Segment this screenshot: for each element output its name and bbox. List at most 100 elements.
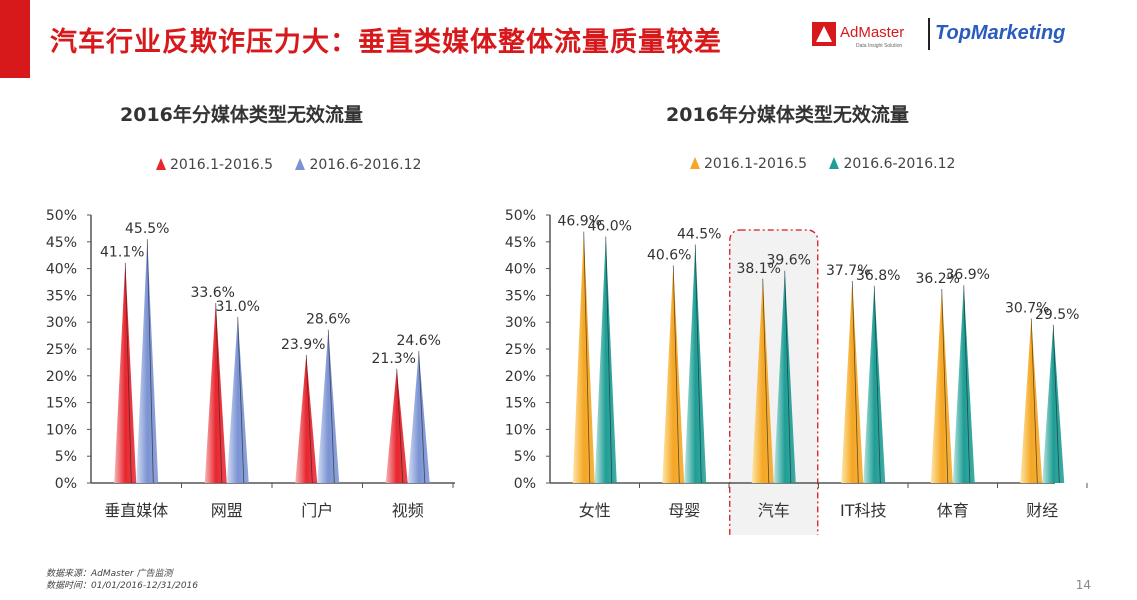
highlight-box	[729, 229, 819, 535]
bar-edge	[237, 316, 245, 484]
data-period: 数据时间：01/01/2016-12/31/2016	[46, 581, 198, 591]
y-tick-label: 25%	[505, 342, 536, 358]
bar-edge	[762, 278, 770, 484]
y-tick-label: 45%	[505, 235, 536, 251]
legend-item: 2016.6-2016.12	[829, 156, 955, 172]
bar-series-2	[226, 316, 249, 483]
chart-right: 0% 5% 10% 15% 20% 25% 30% 35% 40% 45% 50% 女性 46.9%46…	[505, 208, 1088, 535]
bar-edge	[418, 351, 426, 484]
y-tick-label: 10%	[505, 422, 536, 438]
red-triangle-icon	[156, 158, 166, 170]
page-title: 汽车行业反欺诈压力大：垂直类媒体整体流量质量较差	[50, 27, 722, 58]
legend-label: 2016.6-2016.12	[843, 156, 956, 172]
data-label: 24.6%	[397, 333, 441, 349]
x-category-label: 垂直媒体	[104, 501, 168, 520]
data-label: 45.5%	[125, 221, 169, 237]
legend-label: 2016.1-2016.5	[170, 157, 274, 173]
bar-edge	[215, 302, 223, 484]
x-category-label: 母婴	[668, 501, 700, 520]
bar-edge	[146, 239, 154, 484]
data-label: 33.6%	[191, 285, 235, 301]
bar-edge	[672, 265, 680, 484]
bar-edge	[327, 329, 335, 484]
bar-series-1	[572, 231, 595, 483]
legend-item: 2016.6-2016.12	[295, 157, 421, 173]
y-tick-label: 20%	[505, 369, 536, 385]
bar-series-2	[773, 270, 796, 483]
y-tick-label: 50%	[46, 208, 77, 224]
admaster-logo: AdMaster Data Insight Solution	[812, 22, 904, 49]
y-tick-label: 10%	[46, 422, 77, 438]
data-label: 46.0%	[588, 218, 632, 234]
bar-series-1	[841, 280, 864, 483]
bar-edge	[873, 285, 881, 484]
bar-edge	[305, 354, 313, 484]
y-tick-label: 0%	[514, 476, 536, 492]
y-tick-label: 25%	[46, 342, 77, 358]
bar-series-1	[1020, 318, 1043, 483]
blue-triangle-icon	[295, 158, 306, 170]
title-accent-bar	[0, 0, 30, 78]
data-label: 28.6%	[306, 312, 350, 328]
data-label: 36.2%	[916, 271, 960, 287]
bar-edge	[784, 270, 792, 484]
bar-series-2	[407, 351, 430, 483]
legend-label: 2016.1-2016.5	[704, 156, 808, 172]
y-tick-label: 40%	[46, 262, 77, 278]
x-category-label: 视频	[392, 501, 424, 520]
legend-left: 2016.1-2016.5 2016.6-2016.12	[156, 157, 439, 173]
x-category-label: 网盟	[211, 501, 243, 520]
admaster-logo-subtext: Data Insight Solution	[856, 43, 902, 49]
bar-series-1	[114, 262, 137, 483]
data-label: 31.0%	[216, 299, 260, 315]
y-tick-label: 40%	[505, 262, 536, 278]
bar-series-1	[751, 278, 774, 483]
y-tick-label: 50%	[505, 208, 536, 224]
data-label: 40.6%	[647, 247, 691, 263]
bar-series-1	[204, 302, 227, 483]
legend-item: 2016.1-2016.5	[156, 157, 273, 173]
y-tick-label: 35%	[46, 288, 77, 304]
y-tick-label: 20%	[46, 369, 77, 385]
x-category-label: 体育	[937, 501, 969, 520]
admaster-logo-text: AdMaster	[840, 24, 904, 41]
data-label: 44.5%	[677, 226, 721, 242]
x-category-label: IT科技	[840, 501, 887, 520]
x-category-label: 财经	[1026, 501, 1058, 520]
bar-edge	[963, 285, 971, 484]
chart-title-right: 2016年分媒体类型无效流量	[666, 104, 909, 126]
chart-left: 0% 5% 10% 15% 20% 25% 30% 35% 40% 45% 50% 垂直媒体 41.1%…	[46, 208, 455, 520]
bar-series-2	[594, 236, 617, 483]
x-category-label: 门户	[301, 501, 333, 520]
data-label: 38.1%	[737, 261, 781, 277]
y-tick-label: 5%	[514, 449, 536, 465]
y-tick-label: 0%	[55, 476, 77, 492]
data-label: 30.7%	[1005, 300, 1049, 316]
page-number: 14	[1075, 578, 1091, 592]
legend-label: 2016.6-2016.12	[309, 157, 422, 173]
footnote: 数据来源：AdMaster 广告监测 数据时间：01/01/2016-12/31…	[46, 568, 198, 592]
legend-item: 2016.1-2016.5	[690, 156, 807, 172]
bar-edge	[1052, 324, 1060, 484]
bar-edge	[694, 244, 702, 484]
bar-series-1	[662, 265, 685, 483]
bar-series-2	[952, 285, 975, 483]
data-label: 46.9%	[558, 214, 602, 230]
y-tick-label: 45%	[46, 235, 77, 251]
bar-series-1	[930, 288, 953, 483]
x-category-label: 女性	[579, 501, 611, 520]
bar-series-2	[317, 329, 340, 483]
bar-series-2	[684, 244, 707, 483]
x-category-label: 汽车	[758, 501, 790, 520]
bar-series-1	[385, 368, 408, 483]
data-label: 23.9%	[281, 337, 325, 353]
data-source: 数据来源：AdMaster 广告监测	[46, 569, 173, 579]
data-label: 41.1%	[100, 245, 144, 261]
y-tick-label: 30%	[46, 315, 77, 331]
bar-edge	[396, 368, 404, 484]
bar-series-1	[295, 354, 318, 483]
chart-title-left: 2016年分媒体类型无效流量	[120, 104, 363, 126]
bar-edge	[941, 288, 949, 484]
data-label: 37.7%	[826, 263, 870, 279]
legend-right: 2016.1-2016.5 2016.6-2016.12	[690, 156, 973, 172]
